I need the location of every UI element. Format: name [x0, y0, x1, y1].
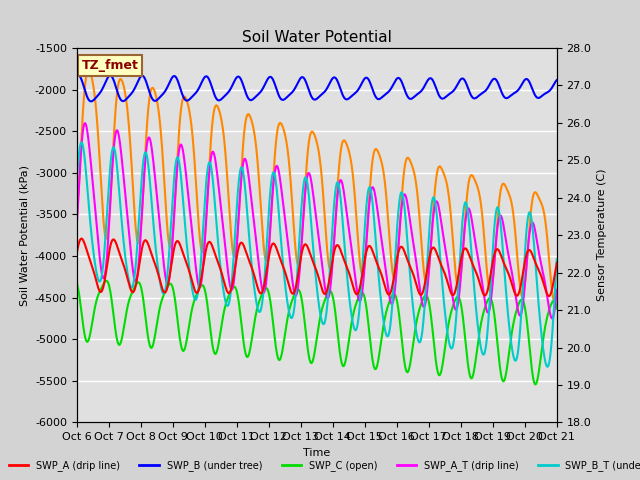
SWP_B (under tree)	[74, 72, 82, 78]
SWP_C (open)	[277, 355, 285, 360]
SWP_A (drip line)	[346, 274, 354, 279]
SWP_B (under tree)	[347, 94, 355, 100]
SWP_B (under tree)	[553, 77, 561, 83]
SWP_B_T (under tree)	[296, 237, 303, 243]
SWP_C_T (open)	[287, 180, 294, 185]
SWP_C_T (open)	[346, 154, 354, 160]
SWP_C (open)	[553, 306, 561, 312]
SWP_A_T (drip line)	[346, 236, 354, 242]
SWP_B_T (under tree)	[287, 314, 294, 320]
Legend: SWP_A (drip line), SWP_B (under tree), SWP_C (open), SWP_A_T (drip line), SWP_B_: SWP_A (drip line), SWP_B (under tree), S…	[5, 456, 640, 475]
SWP_B (under tree)	[277, 96, 285, 102]
Y-axis label: Soil Water Potential (kPa): Soil Water Potential (kPa)	[19, 165, 29, 306]
SWP_B (under tree)	[111, 80, 118, 86]
SWP_A (drip line)	[111, 237, 118, 243]
SWP_A (drip line)	[545, 293, 552, 299]
SWP_B_T (under tree)	[277, 235, 285, 240]
Line: SWP_A_T (drip line): SWP_A_T (drip line)	[77, 123, 557, 318]
SWP_A (drip line)	[277, 258, 285, 264]
SWP_B_T (under tree)	[553, 256, 561, 262]
SWP_B_T (under tree)	[111, 145, 118, 151]
Text: TZ_fmet: TZ_fmet	[82, 59, 138, 72]
SWP_B_T (under tree)	[78, 140, 86, 145]
SWP_C (open)	[531, 382, 539, 387]
SWP_B_T (under tree)	[346, 303, 354, 309]
SWP_B (under tree)	[88, 98, 95, 104]
SWP_C (open)	[111, 318, 118, 324]
SWP_C_T (open)	[111, 126, 118, 132]
SWP_C_T (open)	[277, 120, 285, 126]
SWP_A_T (drip line)	[296, 271, 303, 277]
SWP_A_T (drip line)	[287, 264, 294, 270]
Line: SWP_A (drip line): SWP_A (drip line)	[77, 239, 557, 296]
SWP_A (drip line)	[73, 251, 81, 256]
SWP_C (open)	[296, 288, 303, 294]
SWP_B_T (under tree)	[130, 278, 138, 284]
SWP_C_T (open)	[553, 288, 561, 293]
SWP_A_T (drip line)	[548, 315, 556, 321]
SWP_C_T (open)	[130, 199, 138, 204]
SWP_A (drip line)	[296, 264, 303, 270]
SWP_B (under tree)	[131, 86, 138, 92]
SWP_C (open)	[73, 280, 81, 286]
SWP_C_T (open)	[296, 260, 303, 266]
SWP_C (open)	[287, 302, 294, 308]
SWP_C (open)	[346, 328, 354, 334]
SWP_B (under tree)	[296, 76, 303, 82]
SWP_C_T (open)	[550, 298, 558, 304]
Line: SWP_B (under tree): SWP_B (under tree)	[77, 75, 557, 101]
SWP_A_T (drip line)	[111, 140, 118, 146]
SWP_C_T (open)	[73, 216, 81, 221]
Line: SWP_C (open): SWP_C (open)	[77, 281, 557, 384]
SWP_B_T (under tree)	[73, 177, 81, 183]
SWP_A (drip line)	[553, 260, 561, 266]
SWP_A (drip line)	[130, 288, 138, 294]
Y-axis label: Sensor Temperature (C): Sensor Temperature (C)	[597, 169, 607, 301]
Line: SWP_C_T (open): SWP_C_T (open)	[77, 70, 557, 301]
SWP_C_T (open)	[85, 67, 93, 73]
SWP_C (open)	[130, 286, 138, 292]
X-axis label: Time: Time	[303, 448, 330, 457]
Line: SWP_B_T (under tree): SWP_B_T (under tree)	[77, 143, 557, 367]
SWP_C (open)	[102, 278, 110, 284]
Title: Soil Water Potential: Soil Water Potential	[242, 30, 392, 46]
SWP_A_T (drip line)	[553, 287, 561, 293]
SWP_A (drip line)	[287, 288, 294, 294]
SWP_B (under tree)	[73, 73, 81, 79]
SWP_A_T (drip line)	[73, 222, 81, 228]
SWP_B_T (under tree)	[543, 364, 551, 370]
SWP_A (drip line)	[77, 236, 85, 241]
SWP_A_T (drip line)	[130, 273, 138, 279]
SWP_B (under tree)	[287, 91, 295, 96]
SWP_A_T (drip line)	[81, 120, 89, 126]
SWP_A_T (drip line)	[277, 181, 285, 187]
